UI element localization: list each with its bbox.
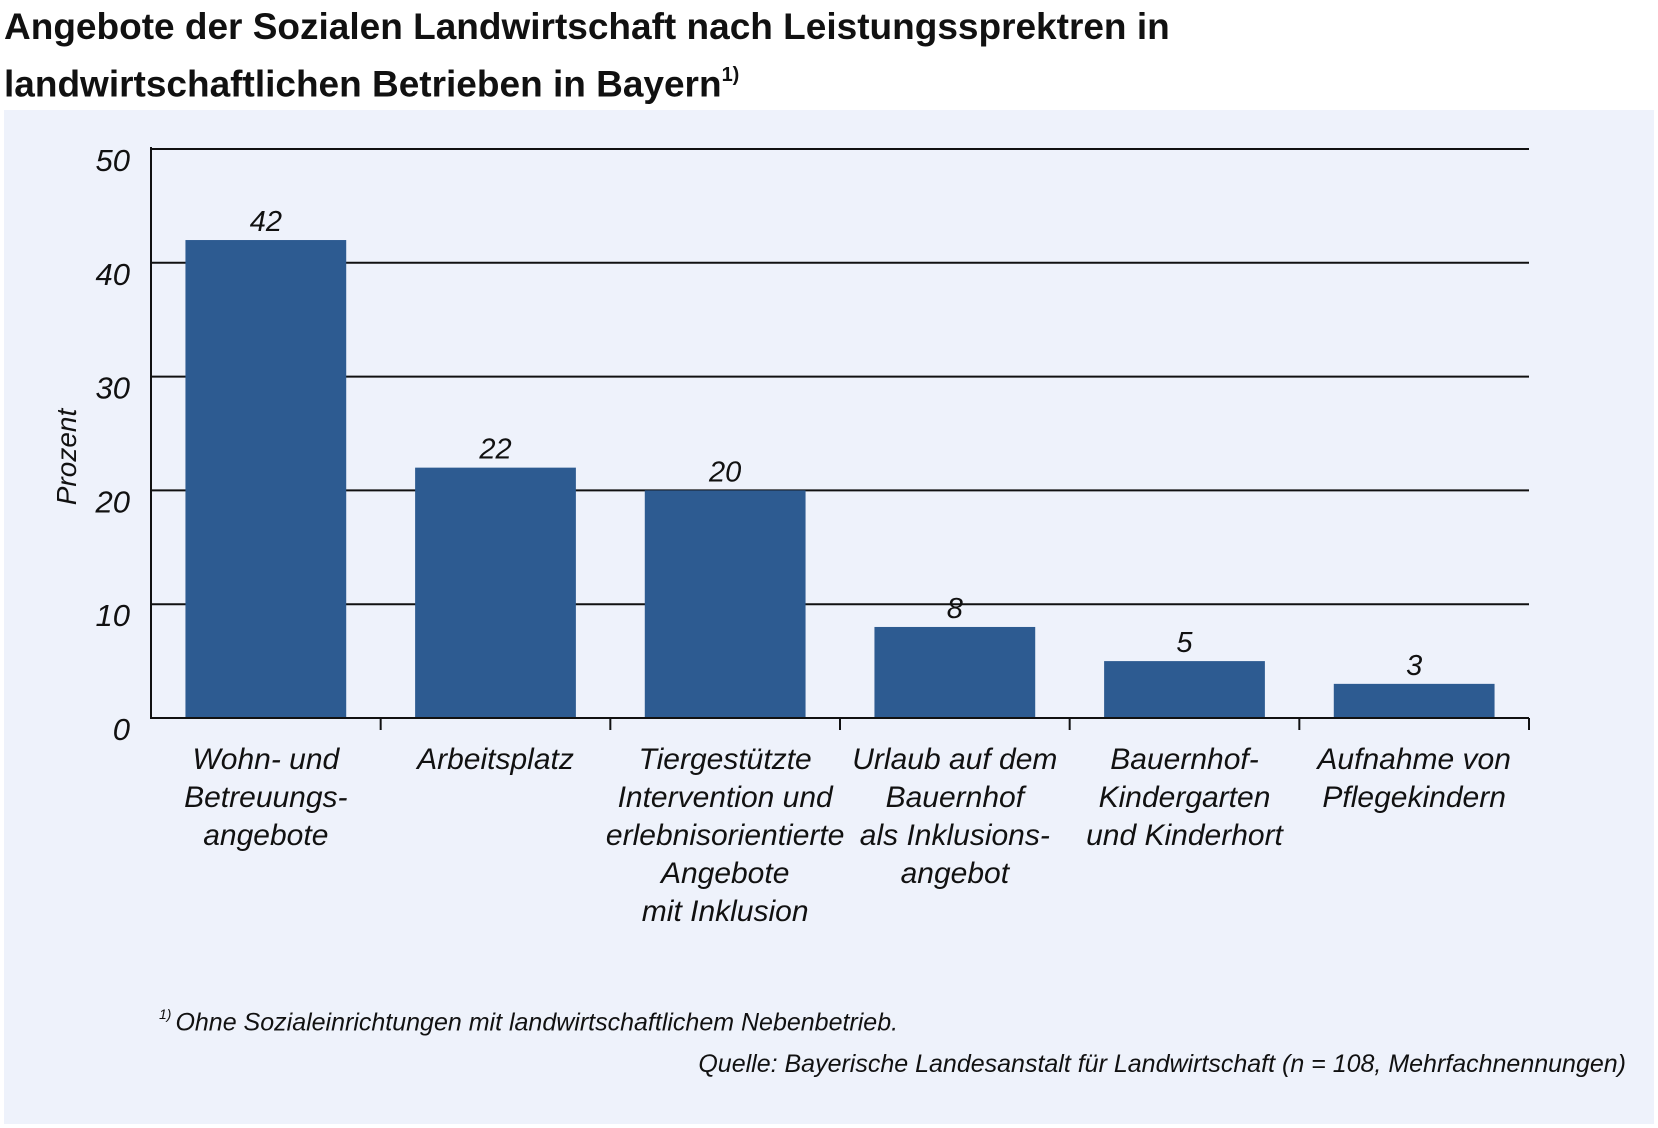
category-label: Wohn- und Betreuungs-angebote [184, 743, 347, 852]
value-label: 22 [478, 434, 511, 466]
y-tick-label: 20 [95, 484, 130, 519]
chart-panel: 0 10 20 30 40 50 42 22 20 8 5 3 Wohn- und Betreuung… [4, 110, 1654, 1124]
y-tick-label: 30 [96, 371, 130, 406]
value-labels: 42 22 20 8 5 3 [250, 206, 1423, 682]
bar [1104, 661, 1265, 718]
category-label-line: Bauernhof- [1110, 743, 1258, 776]
category-label-line: Arbeitsplatz [415, 743, 574, 776]
y-axis-label: Prozent [51, 408, 82, 506]
axes [150, 147, 1530, 730]
chart-title: Angebote der Sozialen Landwirtschaft nac… [4, 2, 1644, 109]
footnote-marker: 1) [159, 1006, 172, 1022]
x-category-labels: Wohn- und Betreuungs-angebote Arbeitsplatz… [184, 743, 1511, 928]
category-label: Bauernhof- Kindergarten und Kinderhort [1086, 743, 1284, 852]
category-label-line: angebot [901, 857, 1011, 890]
bar [1333, 683, 1495, 718]
y-tick-labels: 0 10 20 30 40 50 [95, 143, 130, 747]
value-label: 5 [1176, 627, 1193, 659]
y-tick-label: 10 [96, 598, 130, 633]
title-line-2: landwirtschaftlichen Betrieben in Bayern [4, 63, 722, 105]
value-label: 3 [1406, 650, 1422, 682]
y-tick-label: 40 [96, 257, 130, 292]
value-label: 8 [947, 593, 963, 625]
category-label-line: Wohn- und [192, 743, 340, 776]
footnote-text: Ohne Sozialeinrichtungen mit landwirtsch… [175, 1008, 899, 1037]
footnote: 1) Ohne Sozialeinrichtungen mit landwirts… [159, 1006, 899, 1037]
category-label-line: Tiergestützte [639, 743, 812, 776]
category-label-line: Bauernhof [886, 781, 1027, 814]
source-note: Quelle: Bayerische Landesanstalt für Lan… [698, 1050, 1626, 1078]
category-label-line: Urlaub auf dem [852, 743, 1057, 776]
value-label: 20 [708, 456, 741, 488]
category-label-line: als Inklusions- [860, 819, 1050, 852]
title-line-1: Angebote der Sozialen Landwirtschaft nac… [4, 6, 1170, 47]
bar [644, 490, 806, 718]
category-label: Tiergestützte Intervention und erlebnisori… [606, 743, 844, 928]
y-tick-label: 0 [113, 712, 130, 747]
grid-lines [151, 148, 1529, 606]
bar [185, 240, 347, 719]
category-label-line: und Kinderhort [1086, 819, 1284, 852]
category-label-line: Kindergarten [1099, 781, 1271, 814]
category-label-line: Pflegekindern [1322, 781, 1505, 814]
category-label: Arbeitsplatz [415, 743, 574, 776]
bar [415, 467, 576, 718]
category-label-line: mit Inklusion [642, 895, 809, 928]
category-label-line: erlebnisorientierte [606, 819, 844, 852]
title-footnote-marker: 1) [721, 64, 740, 86]
category-label-line: angebote [203, 819, 328, 852]
value-label: 42 [250, 206, 282, 238]
category-label: Urlaub auf dem Bauernhof als Inklusions-an… [852, 743, 1057, 890]
category-label-line: Angebote [659, 857, 789, 890]
category-label-line: Betreuungs- [184, 781, 347, 814]
y-tick-label: 50 [96, 143, 130, 178]
bar [874, 626, 1036, 718]
category-label-line: Aufnahme von [1315, 743, 1510, 776]
category-label-line: Intervention und [618, 781, 834, 814]
bars [185, 240, 1495, 719]
bar-chart: 0 10 20 30 40 50 42 22 20 8 5 3 Wohn- und Betreuung… [51, 143, 1530, 928]
category-label: Aufnahme von Pflegekindern [1315, 743, 1510, 814]
